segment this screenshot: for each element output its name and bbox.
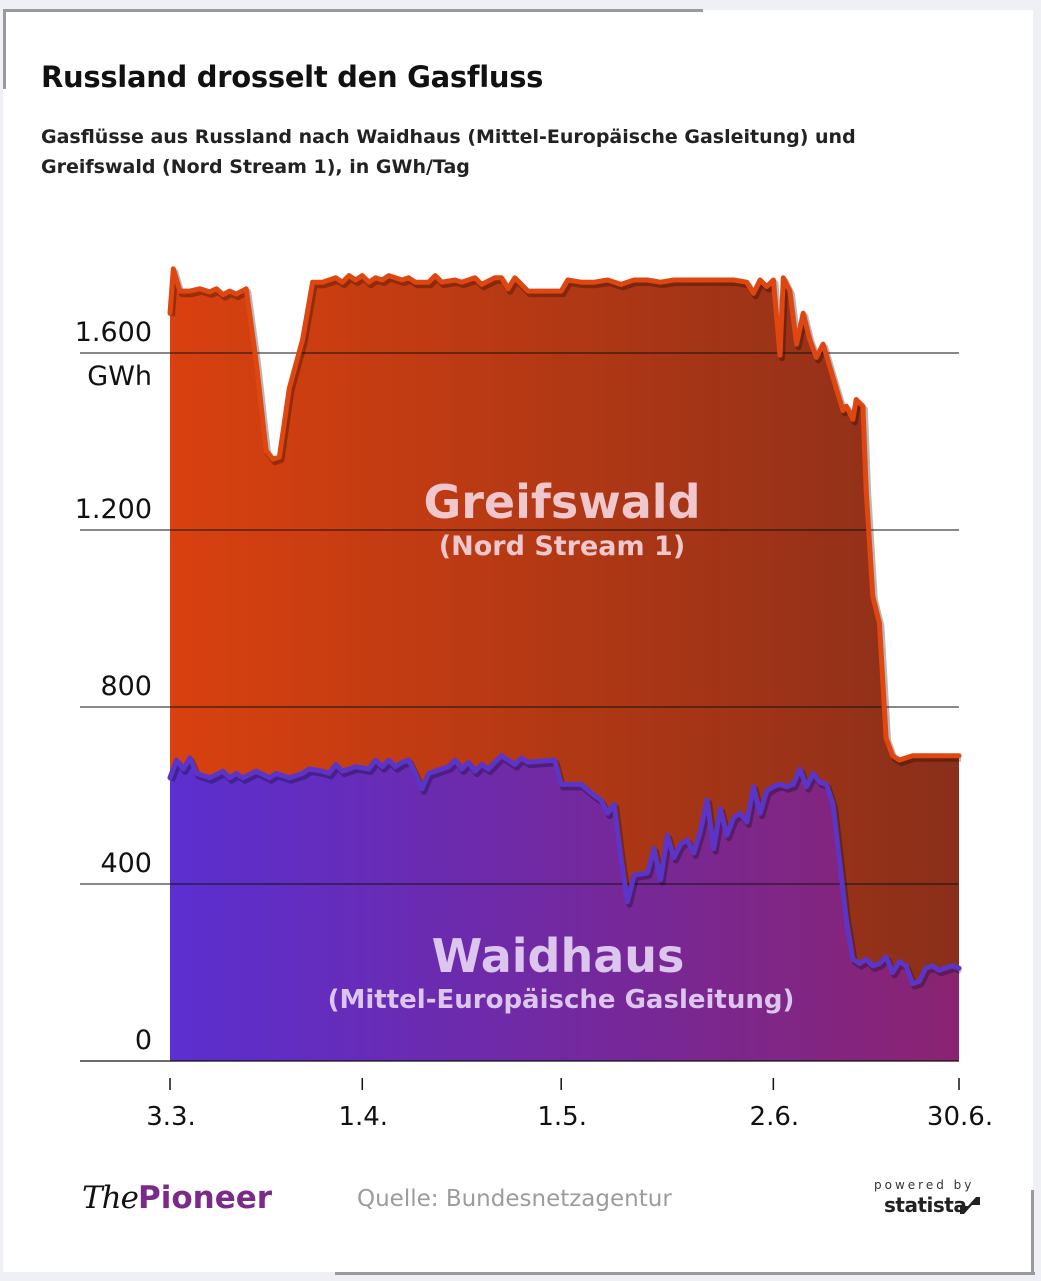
series-sublabel-waidhaus: (Mittel-Europäische Gasleitung) — [328, 985, 795, 1015]
source-note: Quelle: Bundesnetzagentur — [357, 1186, 672, 1212]
x-tick-label: 30.6. — [927, 1102, 993, 1132]
statista-logo-icon — [960, 1197, 980, 1214]
frame-line-top — [3, 9, 703, 12]
y-tick-label: 1.200 — [75, 494, 152, 525]
x-tick-label: 3.3. — [146, 1102, 196, 1132]
line-greifswald — [167, 266, 962, 763]
x-tick-label: 1.5. — [537, 1102, 587, 1132]
frame-line-left — [3, 9, 6, 89]
y-tick-label: 400 — [100, 848, 152, 879]
y-tick-label: 800 — [100, 671, 152, 702]
chart-title: Russland drosselt den Gasfluss — [41, 60, 544, 94]
x-tick-label: 1.4. — [338, 1102, 388, 1132]
y-tick-label: 1.600 — [75, 317, 152, 348]
y-tick-label: 0 — [135, 1025, 152, 1056]
frame-line-right — [1031, 1190, 1034, 1275]
area-waidhaus — [170, 755, 959, 1061]
statista-logo: statista — [884, 1193, 967, 1217]
frame-line-bottom — [335, 1272, 1035, 1275]
chart-subtitle: Gasflüsse aus Russland nach Waidhaus (Mi… — [41, 126, 856, 178]
powered-by-text: powered by — [874, 1178, 975, 1192]
thepioneer-logo: ThePioneer — [82, 1180, 273, 1216]
x-tick-label: 2.6. — [750, 1102, 800, 1132]
series-sublabel-greifswald: (Nord Stream 1) — [439, 531, 685, 562]
series-label-waidhaus: Waidhaus — [432, 929, 685, 983]
series-label-greifswald: Greifswald — [423, 475, 700, 529]
y-axis-unit-label: GWh — [87, 361, 152, 392]
line-waidhaus — [167, 753, 962, 987]
